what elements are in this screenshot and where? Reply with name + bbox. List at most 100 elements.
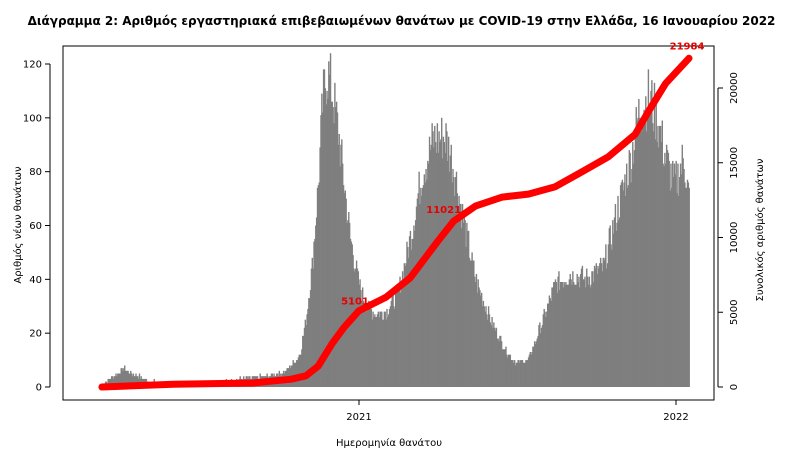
daily-death-bar	[330, 101, 333, 388]
daily-death-bar	[107, 378, 109, 388]
daily-death-bar	[129, 373, 131, 387]
daily-death-bar	[356, 268, 359, 387]
daily-death-bar	[553, 282, 556, 387]
daily-death-bar	[574, 284, 577, 387]
daily-death-bar	[130, 370, 132, 387]
daily-death-bar	[503, 349, 505, 387]
daily-death-bar	[338, 133, 340, 387]
daily-death-bar	[653, 82, 656, 387]
daily-death-bar	[124, 370, 127, 387]
daily-death-bar	[626, 163, 628, 387]
daily-death-bar	[408, 236, 411, 387]
daily-death-bar	[131, 376, 134, 387]
daily-death-bar	[504, 349, 506, 387]
daily-death-bar	[668, 160, 670, 387]
daily-death-bar	[470, 260, 472, 387]
daily-death-bar	[487, 319, 489, 387]
daily-death-bar	[362, 300, 365, 387]
daily-death-bar	[467, 230, 470, 387]
left-tick-label: 60	[29, 221, 42, 232]
daily-death-bar	[494, 330, 497, 388]
daily-death-bar	[612, 233, 615, 387]
daily-death-bar	[110, 376, 113, 387]
left-tick-label: 20	[29, 329, 42, 340]
daily-death-bar	[554, 279, 557, 387]
daily-death-bar	[509, 354, 512, 387]
right-tick-label: 20000	[729, 72, 740, 104]
daily-death-bar	[605, 244, 607, 387]
daily-death-bar	[633, 150, 636, 387]
daily-death-bar	[533, 341, 536, 387]
daily-death-bar	[430, 144, 432, 387]
daily-death-bar	[513, 362, 515, 387]
daily-death-bar	[661, 120, 663, 388]
daily-death-bar	[369, 306, 372, 387]
daily-death-bar	[126, 370, 129, 387]
daily-death-bar	[623, 182, 625, 387]
daily-death-bar	[593, 265, 596, 388]
daily-death-bar	[583, 279, 585, 387]
daily-death-bar	[123, 368, 125, 387]
daily-death-bar	[476, 292, 479, 387]
daily-death-bar	[517, 360, 519, 387]
daily-death-bar	[507, 357, 509, 387]
daily-death-bar	[677, 163, 679, 387]
daily-death-bar	[343, 193, 346, 387]
daily-death-bar	[498, 341, 500, 387]
daily-death-bar	[427, 163, 430, 387]
daily-death-bar	[454, 195, 456, 387]
daily-death-bar	[579, 273, 582, 387]
daily-death-bar	[587, 284, 590, 387]
daily-death-bar	[309, 298, 311, 388]
daily-death-bar	[322, 69, 325, 387]
daily-death-bar	[306, 314, 308, 387]
cumulative-deaths-line	[98, 54, 693, 391]
daily-death-bar	[328, 61, 330, 388]
daily-death-bar	[404, 265, 406, 388]
daily-death-bar	[431, 123, 433, 387]
daily-death-bar	[685, 187, 688, 387]
daily-death-bar	[432, 131, 434, 387]
daily-death-bar	[125, 370, 128, 387]
daily-death-bar	[669, 190, 671, 387]
daily-death-bar	[586, 276, 589, 387]
daily-death-bar	[685, 187, 687, 387]
daily-death-bar	[599, 263, 601, 387]
daily-death-bar	[679, 163, 682, 387]
left-tick-label: 100	[23, 113, 42, 124]
daily-death-bar	[491, 317, 493, 387]
x-tick-label: 2021	[346, 412, 371, 423]
daily-death-bar	[516, 362, 518, 387]
daily-death-bar	[355, 260, 358, 387]
daily-death-bar	[537, 335, 539, 387]
daily-death-bar	[440, 139, 442, 387]
daily-death-bar	[458, 195, 460, 387]
daily-death-bar	[312, 268, 314, 387]
daily-death-bar	[639, 120, 642, 388]
daily-death-bar	[489, 322, 492, 387]
daily-death-bar	[652, 123, 654, 387]
daily-death-bar	[407, 247, 409, 387]
daily-death-bar	[639, 117, 641, 387]
daily-death-bar	[675, 160, 677, 387]
daily-death-bar	[452, 168, 454, 387]
daily-death-bar	[565, 282, 567, 387]
daily-death-bar	[541, 325, 544, 387]
daily-death-bar	[527, 357, 530, 387]
daily-death-bar	[606, 268, 608, 387]
daily-death-bar	[662, 163, 664, 387]
daily-death-bar	[598, 268, 600, 387]
daily-death-bar	[336, 112, 339, 387]
daily-death-bar	[673, 163, 676, 387]
daily-death-bar	[473, 260, 475, 387]
daily-death-bar	[599, 257, 602, 387]
daily-death-bar	[624, 174, 626, 387]
daily-death-bar	[420, 187, 422, 387]
daily-death-bar	[140, 376, 142, 387]
daily-death-bar	[441, 117, 443, 387]
daily-death-bar	[597, 265, 599, 388]
daily-death-bar	[405, 263, 407, 387]
daily-death-bar	[492, 327, 494, 387]
daily-death-bar	[434, 125, 436, 387]
daily-death-bar	[410, 249, 413, 387]
